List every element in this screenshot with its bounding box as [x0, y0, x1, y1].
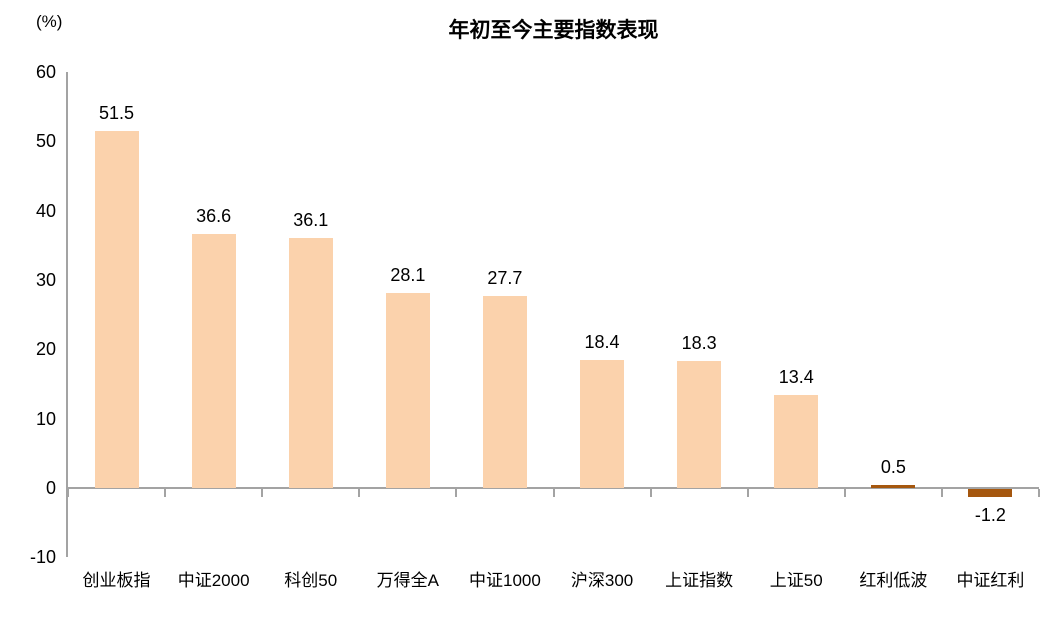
bar: [288, 237, 333, 488]
x-category-label: 上证50: [769, 571, 823, 590]
x-axis-tick: [455, 489, 458, 497]
bar-value-label: 0.5: [880, 456, 906, 477]
bar-value-label: 36.1: [293, 209, 329, 230]
x-axis-tick: [843, 489, 846, 497]
x-axis-tick: [1038, 489, 1040, 497]
x-category-label: 中证2000: [177, 571, 250, 590]
x-axis-tick: [67, 489, 69, 497]
y-tick-label: 0: [45, 478, 56, 498]
y-tick-label: -10: [29, 547, 56, 568]
x-category-label: 创业板指: [82, 571, 151, 590]
x-axis-tick: [746, 489, 749, 497]
x-category-label: 科创50: [284, 571, 338, 590]
x-axis-tick: [261, 489, 264, 497]
bar-value-label: -1.2: [974, 505, 1006, 526]
bar: [191, 234, 236, 488]
bar-value-label: 28.1: [390, 265, 426, 286]
y-tick-label: 60: [35, 62, 56, 82]
x-category-label: 沪深300: [570, 571, 634, 590]
bar: [774, 395, 819, 488]
x-axis-line: [66, 487, 1039, 489]
bar: [580, 360, 625, 488]
y-tick-label: 10: [35, 408, 56, 429]
x-category-label: 中证红利: [956, 571, 1025, 590]
x-axis-tick: [940, 489, 943, 497]
bar-value-label: 27.7: [487, 267, 523, 288]
bar-value-label: 18.4: [584, 332, 620, 353]
x-category-label: 上证指数: [665, 571, 734, 590]
x-category-label: 中证1000: [469, 571, 541, 590]
x-axis-tick: [552, 489, 555, 497]
bar: [871, 484, 916, 488]
x-axis-tick: [164, 489, 167, 497]
bar-value-label: 18.3: [681, 333, 717, 354]
bar: [968, 489, 1013, 498]
y-tick-label: 30: [35, 270, 56, 290]
chart-title: 年初至今主要指数表现: [448, 19, 659, 42]
bar-value-label: 51.5: [99, 102, 135, 123]
x-category-label: 红利低波: [859, 571, 928, 590]
bar-value-label: 36.6: [196, 206, 232, 227]
y-tick-label: 20: [35, 339, 56, 360]
y-tick-label: 50: [35, 131, 56, 152]
x-axis-tick: [649, 489, 652, 497]
y-axis-line: [66, 72, 68, 558]
y-axis-unit-label: (%): [36, 12, 63, 31]
bar: [482, 295, 527, 488]
bar: [385, 293, 430, 488]
x-category-label: 万得全A: [376, 571, 440, 590]
bar: [94, 130, 139, 488]
y-tick-label: 40: [35, 200, 56, 221]
x-axis-tick: [358, 489, 361, 497]
bar: [677, 361, 722, 488]
bar-value-label: 13.4: [778, 367, 814, 388]
